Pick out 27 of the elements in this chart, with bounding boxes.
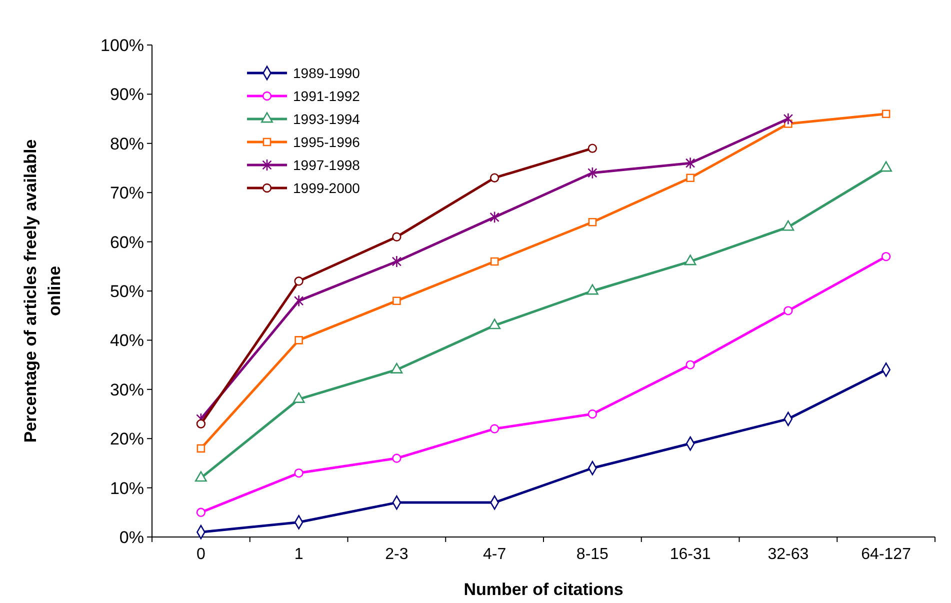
- legend-label: 1999-2000: [293, 180, 360, 196]
- legend-label: 1997-1998: [293, 156, 360, 173]
- x-tick-label: 2-3: [385, 546, 408, 563]
- y-tick-label: 50%: [110, 282, 144, 301]
- y-axis-title: Percentage of articles freely available online: [21, 139, 64, 443]
- y-tick-label: 30%: [110, 380, 144, 400]
- y-tick-label: 40%: [110, 331, 144, 350]
- legend-label: 1989-1990: [293, 64, 360, 81]
- x-tick-label: 4-7: [483, 546, 506, 563]
- x-tick-label: 16-31: [670, 546, 711, 563]
- legend-label: 1991-1992: [293, 88, 360, 104]
- y-tick-label: 90%: [110, 85, 144, 104]
- y-tick-label: 10%: [110, 478, 144, 498]
- y-tick-label: 80%: [110, 134, 144, 154]
- x-axis-title: Number of citations: [464, 580, 624, 599]
- y-tick-label: 60%: [110, 232, 144, 252]
- y-tick-label: 20%: [110, 430, 144, 449]
- x-tick-label: 8-15: [576, 546, 609, 563]
- x-tick-label: 64-127: [861, 546, 912, 563]
- y-tick-label: 100%: [100, 36, 144, 55]
- y-tick-label: 0%: [119, 528, 144, 547]
- x-tick-label: 32-63: [768, 546, 809, 563]
- y-tick-label: 70%: [110, 184, 144, 203]
- x-tick-label: 0: [196, 546, 206, 563]
- legend-label: 1993-1994: [293, 110, 360, 127]
- legend-label: 1995-1996: [293, 134, 360, 150]
- x-tick-label: 1: [294, 546, 304, 563]
